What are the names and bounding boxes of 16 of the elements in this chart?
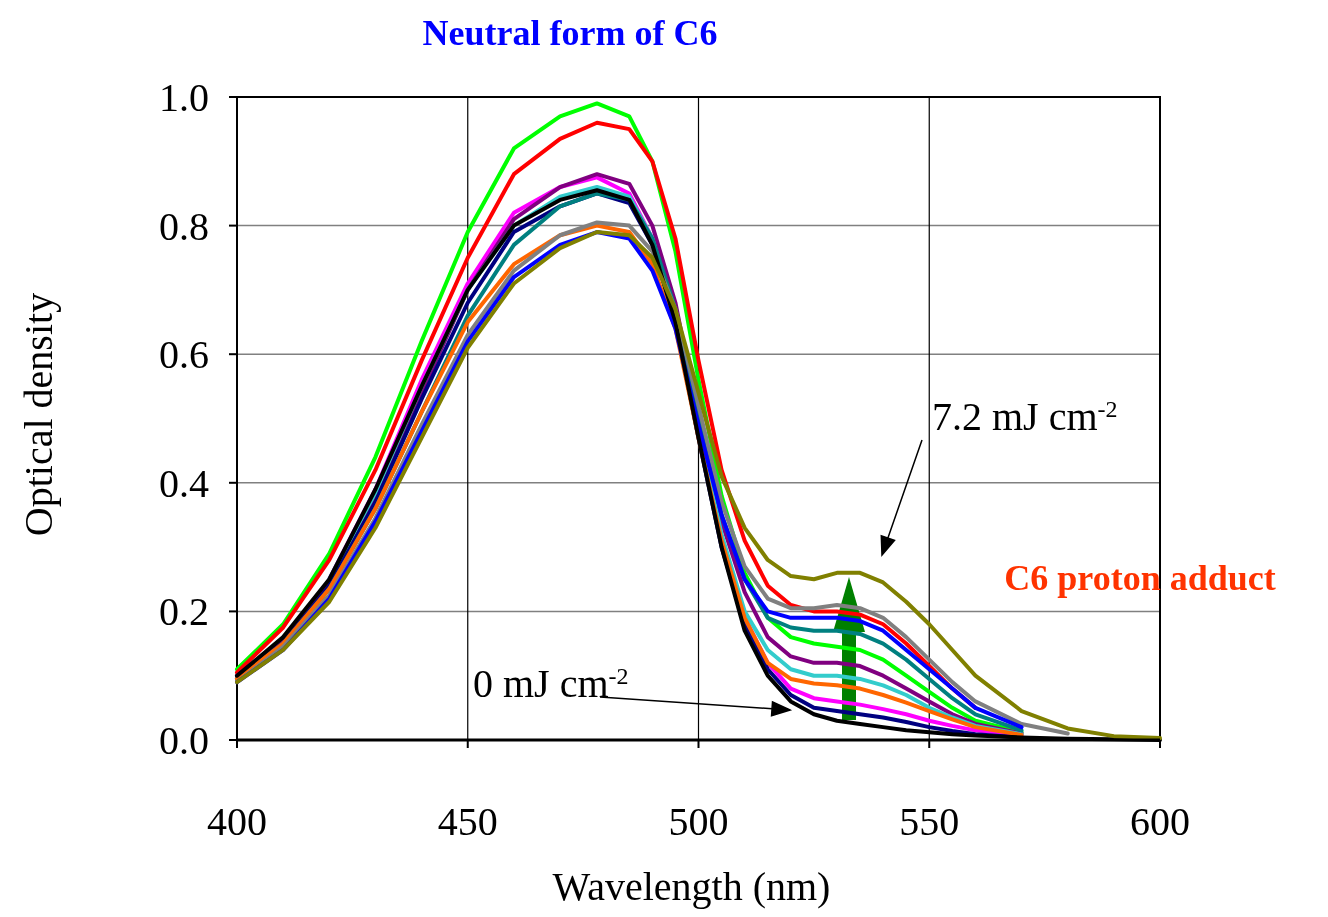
annotation: 7.2 mJ cm$^{-2}$ xyxy=(932,394,1118,439)
y-tick-label: 0.6 xyxy=(159,332,209,378)
y-tick-label: 0.8 xyxy=(159,203,209,249)
x-tick-label: 600 xyxy=(1130,799,1190,844)
y-tick-label: 0.2 xyxy=(159,589,209,635)
y-axis-title: Optical density xyxy=(16,292,61,537)
x-tick-label: 500 xyxy=(668,799,729,844)
annotation: 0 mJ cm$^{-2}$ xyxy=(473,661,629,706)
x-tick-label: 400 xyxy=(207,799,267,844)
chart-title: Neutral form of C6 xyxy=(422,13,718,53)
x-tick-label: 450 xyxy=(437,799,498,844)
y-tick-label: 0.0 xyxy=(159,718,209,763)
y-tick-label: 1.0 xyxy=(159,75,209,120)
y-tick-label: 0.4 xyxy=(159,460,209,506)
x-axis-title: Wavelength (nm) xyxy=(552,864,831,909)
x-tick-label: 550 xyxy=(899,799,960,844)
